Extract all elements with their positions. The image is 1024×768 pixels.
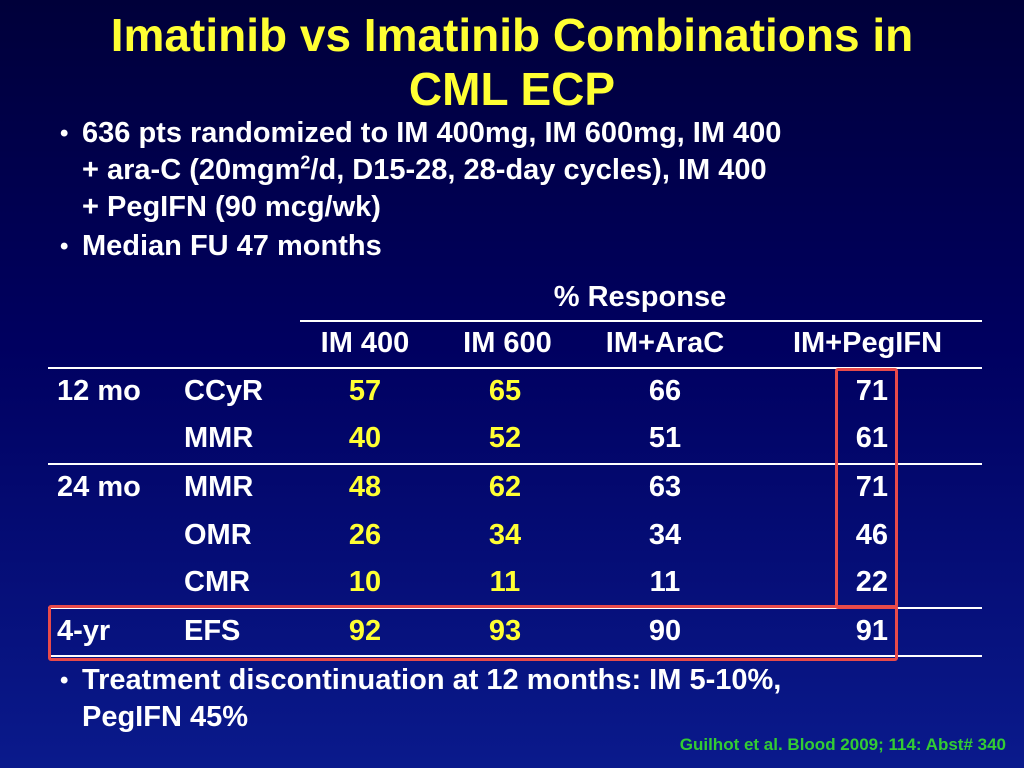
cell-imarac: 11	[649, 566, 681, 598]
bullet-randomization: • 636 pts randomized to IM 400mg, IM 600…	[60, 115, 982, 226]
cell-imarac: 34	[648, 519, 682, 551]
bullet-discontinuation: • Treatment discontinuation at 12 months…	[60, 662, 982, 736]
bullet-dot-icon: •	[60, 667, 69, 694]
title-line-1: Imatinib vs Imatinib Combinations in	[110, 9, 914, 61]
title-line-2: CML ECP	[408, 63, 616, 115]
cell-imarac: 51	[648, 422, 682, 454]
slide-title: Imatinib vs Imatinib Combinations in CML…	[0, 8, 1024, 116]
col-header-im400: IM 400	[320, 327, 410, 359]
cell-impegifn: 22	[855, 566, 888, 598]
row-metric: OMR	[184, 519, 252, 551]
response-group-header: % Response	[553, 281, 727, 313]
cell-im600: 93	[488, 615, 522, 647]
cell-impegifn: 71	[855, 471, 888, 503]
pegifn-highlight-box	[835, 368, 898, 609]
cell-im400: 10	[348, 566, 382, 598]
col-header-imarac: IM+AraC	[605, 327, 725, 359]
col-header-impegifn: IM+PegIFN	[792, 327, 943, 359]
col-header-im600: IM 600	[463, 327, 552, 359]
row-metric: CMR	[184, 566, 251, 598]
bullet-3-line-1: Treatment discontinuation at 12 months: …	[82, 664, 782, 696]
table-divider-top	[48, 367, 982, 369]
row-period: 24 mo	[57, 471, 141, 503]
cell-im600: 52	[488, 422, 522, 454]
bullet-3-line-2: PegIFN 45%	[82, 701, 248, 733]
row-metric: MMR	[184, 422, 254, 454]
bullet-1-line-2: + ara-C (20mgm2/d, D15-28, 28-day cycles…	[82, 152, 767, 186]
cell-impegifn: 61	[855, 422, 888, 454]
cell-impegifn: 71	[855, 375, 888, 407]
bullet-median-fu: • Median FU 47 months	[60, 228, 982, 265]
cell-im400: 57	[348, 375, 382, 407]
cell-im400: 92	[348, 615, 382, 647]
cell-im600: 11	[489, 566, 521, 598]
citation: Guilhot et al. Blood 2009; 114: Abst# 34…	[679, 735, 1006, 754]
cell-imarac: 63	[648, 471, 682, 503]
table-divider-24mo	[48, 607, 982, 609]
cell-im400: 26	[348, 519, 382, 551]
table-divider-12mo	[48, 463, 982, 465]
bullet-1-line-1: 636 pts randomized to IM 400mg, IM 600mg…	[82, 117, 782, 149]
row-period: 4-yr	[57, 615, 111, 647]
row-period: 12 mo	[57, 375, 141, 407]
cell-impegifn: 91	[855, 615, 888, 647]
cell-impegifn: 46	[855, 519, 888, 551]
bullet-dot-icon: •	[60, 233, 69, 260]
cell-im400: 48	[348, 471, 382, 503]
row-metric: EFS	[184, 615, 241, 647]
row-metric: MMR	[184, 471, 254, 503]
row-metric: CCyR	[184, 375, 263, 407]
cell-im600: 34	[488, 519, 522, 551]
bullet-dot-icon: •	[60, 120, 69, 147]
cell-imarac: 66	[648, 375, 682, 407]
cell-im600: 62	[488, 471, 522, 503]
efs-highlight-box	[48, 605, 898, 661]
cell-im600: 65	[488, 375, 522, 407]
cell-imarac: 90	[648, 615, 682, 647]
table-divider-bottom	[48, 655, 982, 657]
bullet-1-line-3: + PegIFN (90 mcg/wk)	[82, 191, 381, 223]
header-underline	[300, 320, 982, 322]
cell-im400: 40	[348, 422, 382, 454]
